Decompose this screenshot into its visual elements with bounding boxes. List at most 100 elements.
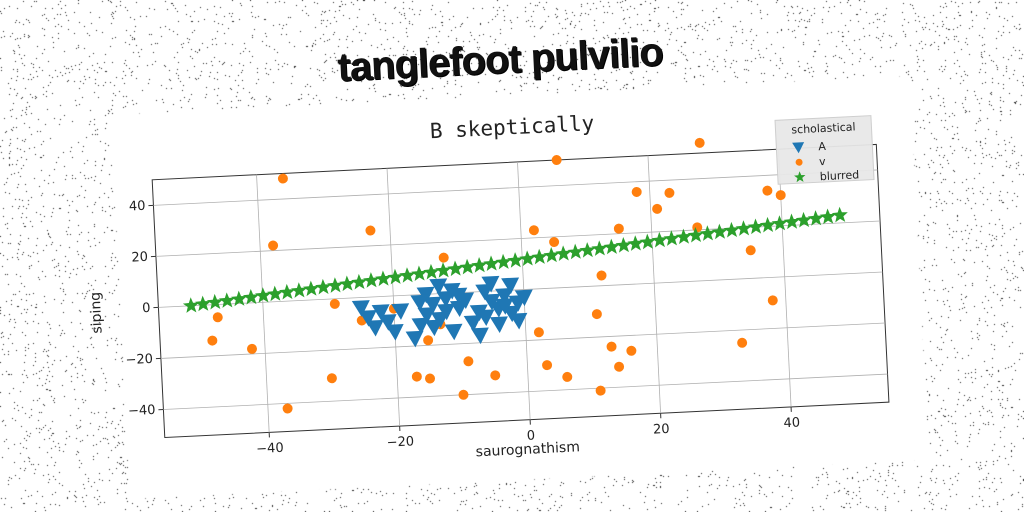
data-point-a (463, 315, 482, 332)
data-point-v (528, 225, 539, 236)
data-point-blurred (759, 216, 776, 233)
data-point-v (595, 385, 606, 396)
legend-marker-a (792, 142, 805, 154)
legend-title: scholastical (791, 120, 856, 136)
y-axis-label: siping (88, 291, 106, 333)
data-point-blurred (567, 243, 584, 260)
data-point-blurred (687, 226, 704, 243)
data-point-blurred (278, 283, 296, 300)
y-tick-label: 40 (129, 199, 146, 215)
data-point-blurred (315, 278, 332, 295)
y-tick-label: 20 (131, 250, 148, 266)
data-point-v (423, 335, 434, 346)
data-point-blurred (363, 272, 380, 288)
data-point-a (424, 319, 443, 337)
data-point-v (246, 343, 257, 354)
data-point-v (463, 356, 474, 367)
x-axis-label: saurognathism (475, 439, 580, 460)
y-tick-label: 0 (142, 301, 151, 316)
data-point-v (551, 155, 562, 166)
data-point-blurred (819, 208, 836, 225)
data-point-a (410, 294, 429, 312)
data-point-blurred (711, 223, 728, 240)
data-point-v (694, 137, 705, 148)
data-point-v (458, 389, 469, 400)
data-point-blurred (579, 242, 596, 258)
data-point-a (411, 317, 430, 335)
data-point-blurred (459, 258, 476, 275)
data-point-blurred (507, 252, 524, 268)
data-point-v (664, 187, 675, 198)
data-point-blurred (242, 288, 260, 305)
data-point-v (277, 173, 288, 184)
data-point-v (282, 403, 293, 414)
chart-group: −40 −20 0 20 40 −40 −20 0 20 40 B skeptically sau… (88, 111, 890, 460)
data-point-blurred (663, 230, 680, 246)
data-point-blurred (290, 282, 308, 298)
data-point-v (326, 373, 337, 384)
x-tick-label: −40 (256, 441, 284, 457)
data-point-v (767, 295, 778, 306)
data-point-a (429, 278, 448, 296)
data-point-a (449, 287, 468, 305)
data-point-v (425, 373, 436, 384)
x-grid-line (647, 155, 661, 414)
data-point-v (762, 185, 773, 196)
data-point-blurred (447, 260, 464, 277)
data-point-blurred (182, 297, 199, 313)
data-point-v (596, 270, 607, 281)
data-point-v (365, 225, 376, 236)
data-point-v (411, 371, 422, 382)
data-point-a (358, 309, 377, 327)
data-point-a (514, 289, 533, 307)
x-tick-label: −20 (386, 434, 414, 450)
legend-box (774, 115, 875, 185)
data-point-v (631, 186, 642, 197)
legend-label: A (818, 140, 827, 153)
data-point-v (775, 190, 786, 201)
data-point-a (378, 314, 397, 331)
data-point-v (549, 237, 560, 248)
data-point-a (423, 296, 442, 314)
y-grid-line (163, 373, 888, 410)
data-point-a (509, 312, 528, 330)
y-grid-line (153, 169, 878, 206)
data-point-a (385, 324, 404, 341)
data-point-v (542, 360, 553, 371)
data-point-blurred (423, 263, 440, 280)
data-point-blurred (771, 215, 788, 231)
data-point-a (476, 309, 495, 326)
y-tick-label: −40 (128, 403, 156, 419)
data-point-blurred (783, 213, 800, 230)
data-point-blurred (591, 240, 608, 256)
data-point-blurred (194, 295, 211, 312)
y-grid-line (158, 271, 883, 308)
data-point-v (626, 345, 637, 356)
data-point-blurred (639, 233, 656, 250)
data-point-blurred (747, 218, 764, 235)
data-point-blurred (339, 275, 356, 292)
data-point-v (737, 337, 748, 348)
x-tick-label: 40 (783, 415, 800, 431)
data-point-blurred (651, 231, 668, 248)
chart-title: B skeptically (429, 111, 594, 143)
data-point-v (268, 240, 279, 251)
data-point-a (495, 287, 514, 305)
data-point-a (444, 323, 463, 341)
x-grid-line (256, 174, 270, 433)
data-point-a (351, 300, 370, 317)
data-point-blurred (302, 280, 320, 297)
data-point-a (436, 303, 455, 321)
data-point-blurred (387, 268, 404, 285)
data-point-v (329, 298, 340, 309)
data-point-a (470, 327, 489, 345)
data-point-blurred (795, 211, 812, 228)
data-point-blurred (435, 262, 452, 278)
data-point-blurred (230, 290, 248, 307)
y-tick-label: −20 (125, 352, 153, 368)
data-point-blurred (807, 210, 824, 226)
data-point-blurred (519, 250, 536, 267)
data-marks (182, 137, 848, 414)
data-point-v (490, 370, 501, 381)
